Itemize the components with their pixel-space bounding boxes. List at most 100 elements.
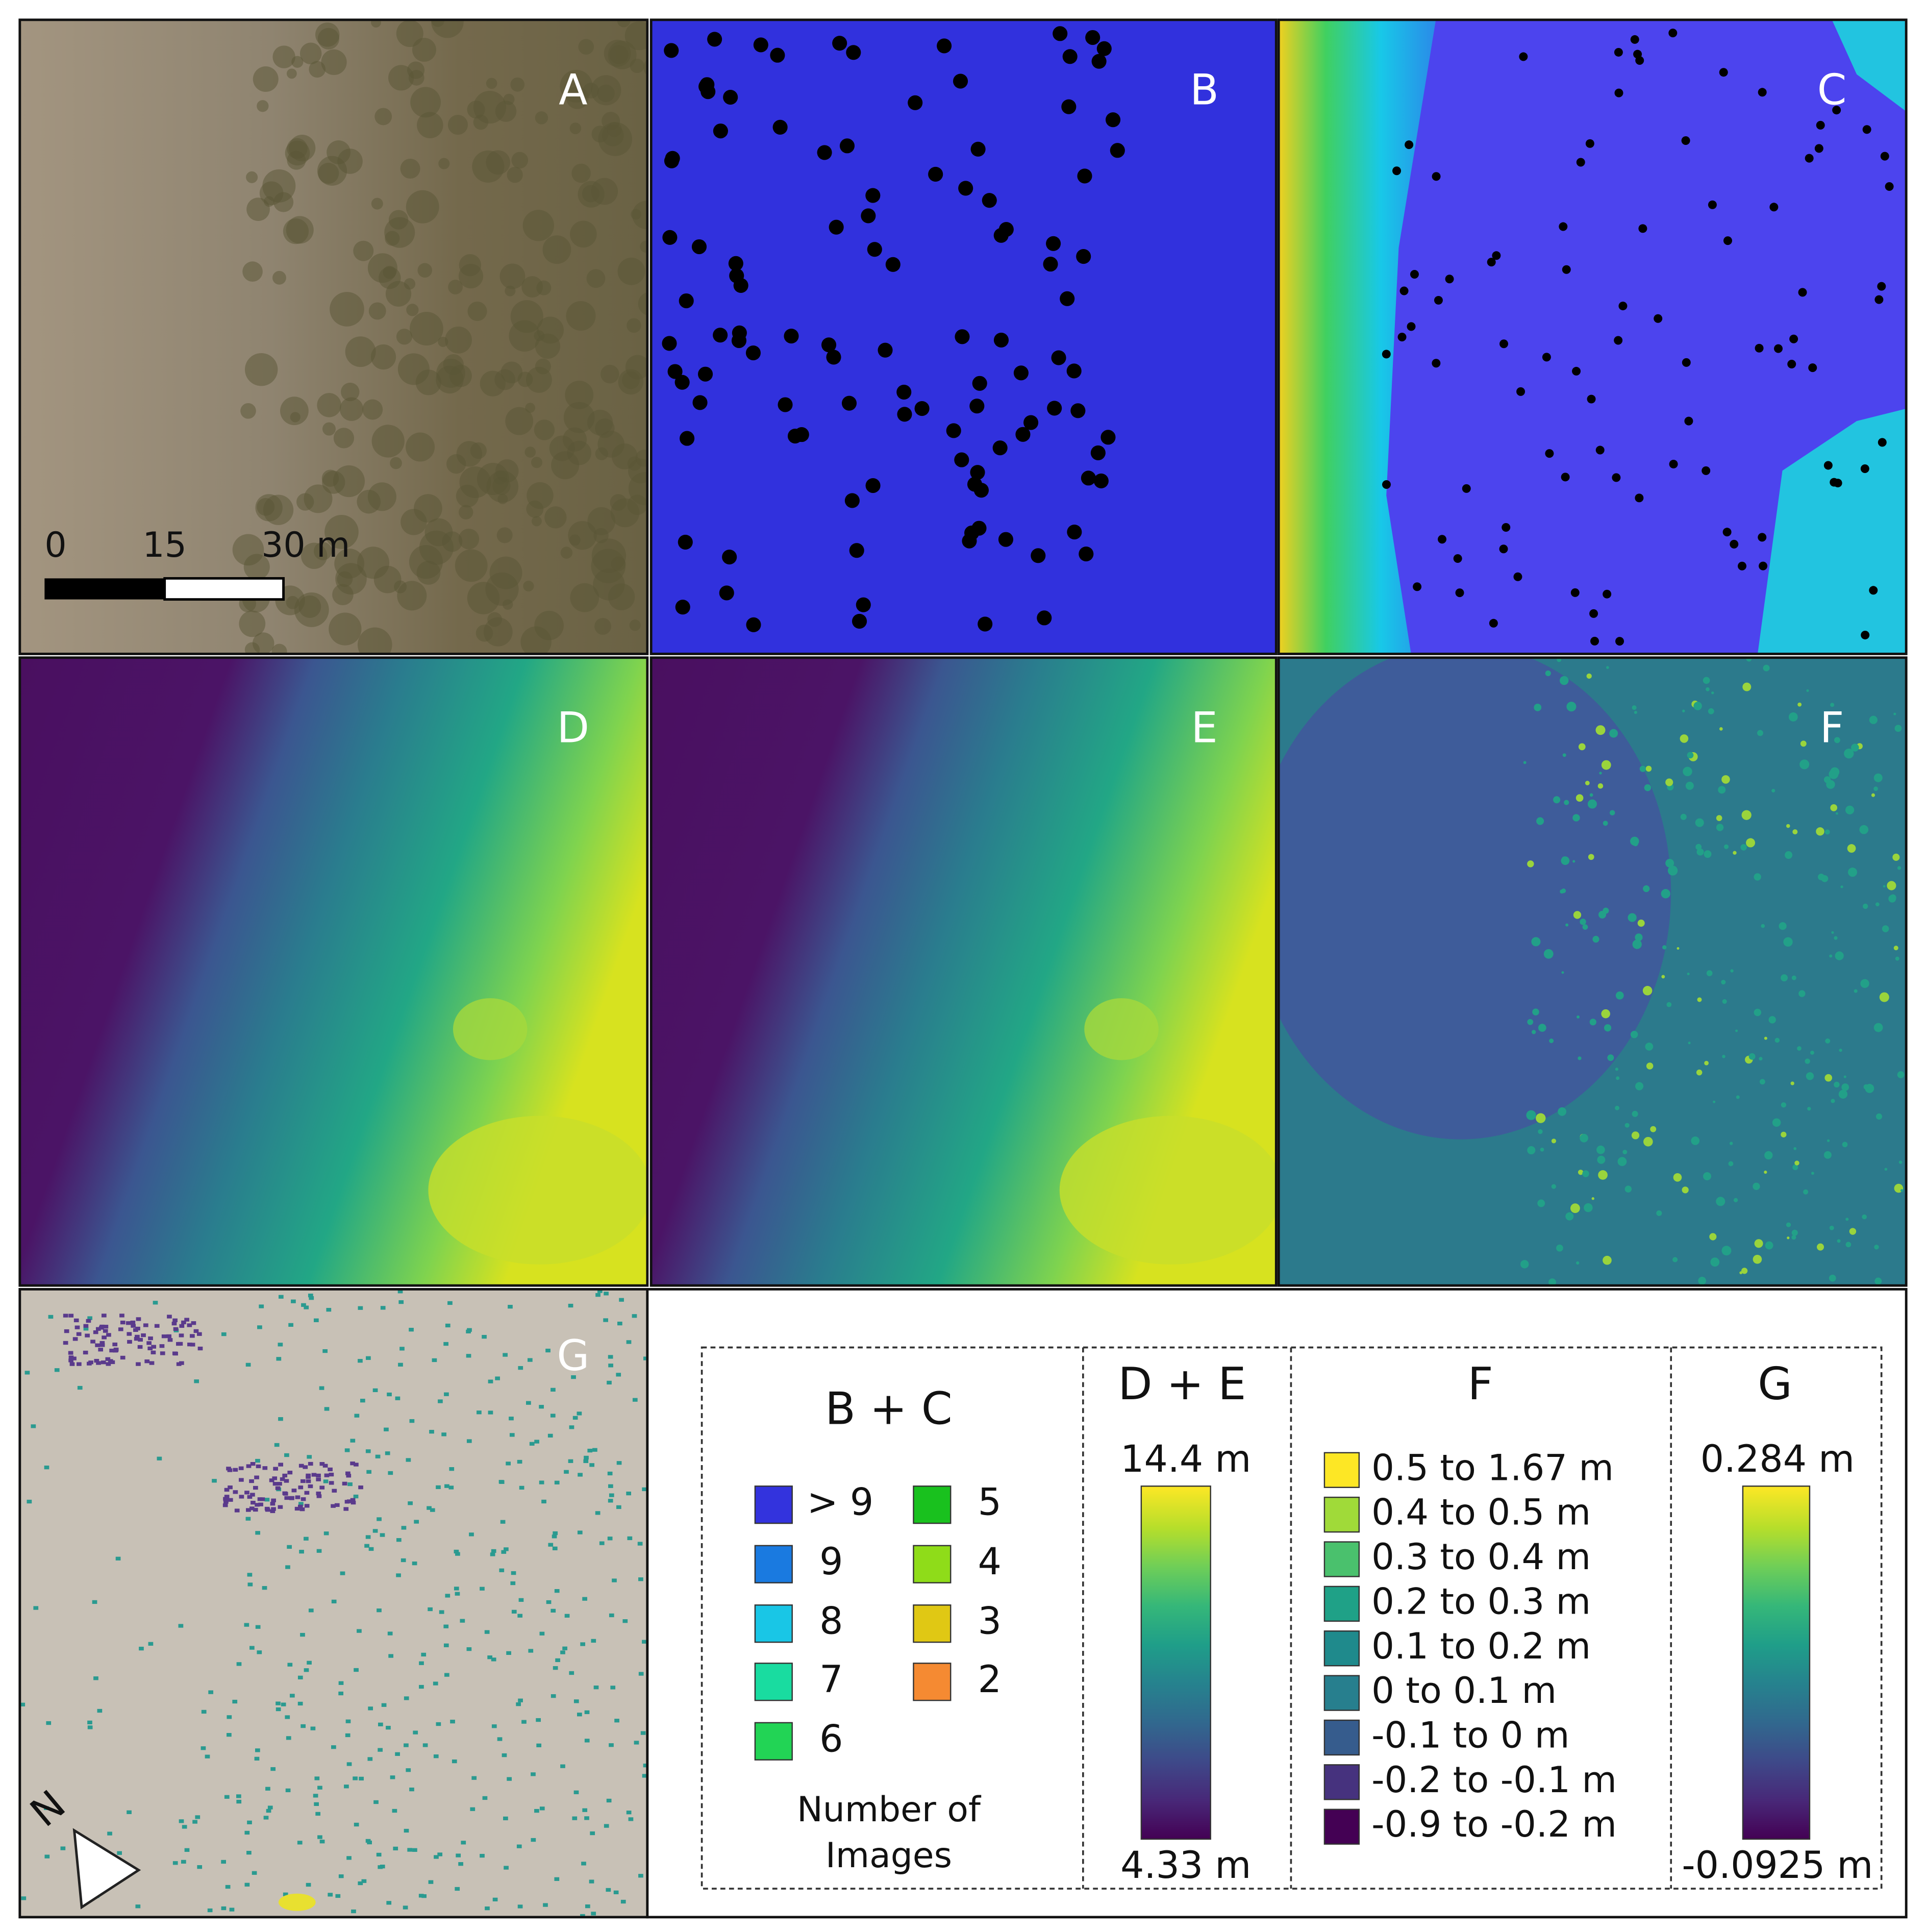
difference-speckle [1797, 702, 1802, 707]
legend-title: D + E [1118, 1358, 1246, 1410]
legend-title: G [1758, 1358, 1792, 1410]
vegetation [617, 19, 631, 28]
negative-speckle [172, 1351, 178, 1355]
negative-speckle [179, 1361, 184, 1365]
difference-speckle [364, 1544, 369, 1548]
difference-speckle [354, 1822, 359, 1827]
difference-speckle [1799, 759, 1810, 770]
vegetation [257, 100, 269, 112]
difference-speckle [1624, 1185, 1632, 1193]
difference-speckle [1772, 1118, 1781, 1127]
negative-speckle [275, 1486, 281, 1490]
vegetation [242, 261, 263, 282]
camera-position [1816, 120, 1825, 130]
difference-speckle [1792, 829, 1798, 835]
vegetation [507, 166, 523, 183]
camera-position [1590, 636, 1599, 646]
vegetation [458, 264, 484, 289]
difference-speckle [301, 1724, 306, 1728]
difference-speckle [552, 1534, 557, 1539]
difference-speckle [390, 1775, 395, 1779]
difference-speckle [1882, 925, 1889, 932]
difference-speckle [642, 1487, 647, 1492]
camera-position [1681, 136, 1690, 145]
difference-speckle [323, 1531, 329, 1535]
vegetation [396, 20, 423, 47]
difference-speckle [380, 1865, 385, 1869]
difference-speckle [397, 1290, 403, 1294]
camera-position [732, 325, 747, 340]
difference-speckle [560, 1764, 565, 1768]
vegetation [335, 563, 367, 595]
panel-border [649, 18, 1278, 655]
difference-speckle [1790, 1081, 1794, 1085]
camera-position [1614, 88, 1623, 97]
difference-speckle [278, 1417, 283, 1421]
difference-speckle [1578, 1056, 1582, 1060]
vegetation [583, 83, 599, 99]
difference-speckle [1711, 691, 1714, 695]
negative-speckle [253, 1485, 258, 1490]
camera-position [1618, 302, 1628, 311]
colorbar [1140, 1485, 1211, 1840]
difference-speckle [1810, 1051, 1814, 1055]
difference-speckle [33, 1606, 39, 1610]
difference-speckle [470, 1807, 476, 1811]
negative-speckle [249, 1479, 254, 1483]
difference-speckle [93, 1676, 98, 1680]
negative-speckle [319, 1462, 325, 1466]
difference-speckle [564, 1470, 569, 1474]
negative-speckle [271, 1498, 276, 1502]
negative-speckle [350, 1462, 355, 1466]
negative-speckle [93, 1330, 98, 1334]
vegetation [410, 312, 443, 345]
difference-speckle [1656, 1210, 1662, 1216]
camera-position [1519, 52, 1528, 61]
negative-speckle [64, 1329, 69, 1333]
negative-speckle [351, 1500, 356, 1505]
difference-speckle [455, 1552, 460, 1556]
negative-speckle [133, 1328, 138, 1332]
difference-speckle [534, 1809, 539, 1813]
vegetation [371, 197, 383, 210]
difference-speckle [135, 1904, 141, 1909]
difference-speckle [622, 1619, 628, 1623]
vegetation [273, 192, 294, 212]
difference-speckle [1591, 1197, 1594, 1200]
difference-speckle [1706, 970, 1713, 976]
vegetation [296, 493, 314, 511]
legend-label: 7 [819, 1658, 843, 1701]
difference-speckle [616, 1505, 621, 1509]
difference-speckle [245, 1363, 251, 1367]
difference-speckle [289, 1694, 295, 1698]
camera-position [665, 151, 680, 166]
camera-position [770, 47, 785, 63]
camera-position [1808, 363, 1817, 373]
difference-speckle [1873, 773, 1883, 782]
difference-speckle [409, 1787, 414, 1792]
difference-speckle [358, 1881, 363, 1886]
difference-speckle [439, 1610, 444, 1614]
difference-speckle [626, 1340, 632, 1344]
difference-speckle [207, 1908, 213, 1913]
negative-speckle [136, 1362, 141, 1366]
difference-speckle [1721, 775, 1730, 784]
negative-speckle [161, 1334, 167, 1339]
difference-speckle [385, 1451, 390, 1455]
difference-speckle [419, 1685, 424, 1689]
negative-speckle [271, 1507, 276, 1511]
difference-speckle [1609, 810, 1615, 815]
difference-speckle [247, 1582, 253, 1587]
difference-speckle [595, 1511, 601, 1515]
negative-speckle [126, 1321, 131, 1325]
difference-speckle [1688, 1042, 1691, 1045]
negative-speckle [69, 1362, 75, 1366]
difference-speckle [1691, 1136, 1700, 1145]
difference-speckle [212, 1479, 217, 1483]
camera-position [794, 427, 809, 442]
difference-speckle [252, 1871, 257, 1875]
vegetation [385, 281, 412, 307]
negative-speckle [159, 1344, 165, 1348]
camera-position [1093, 473, 1109, 489]
camera-position [1100, 430, 1116, 445]
